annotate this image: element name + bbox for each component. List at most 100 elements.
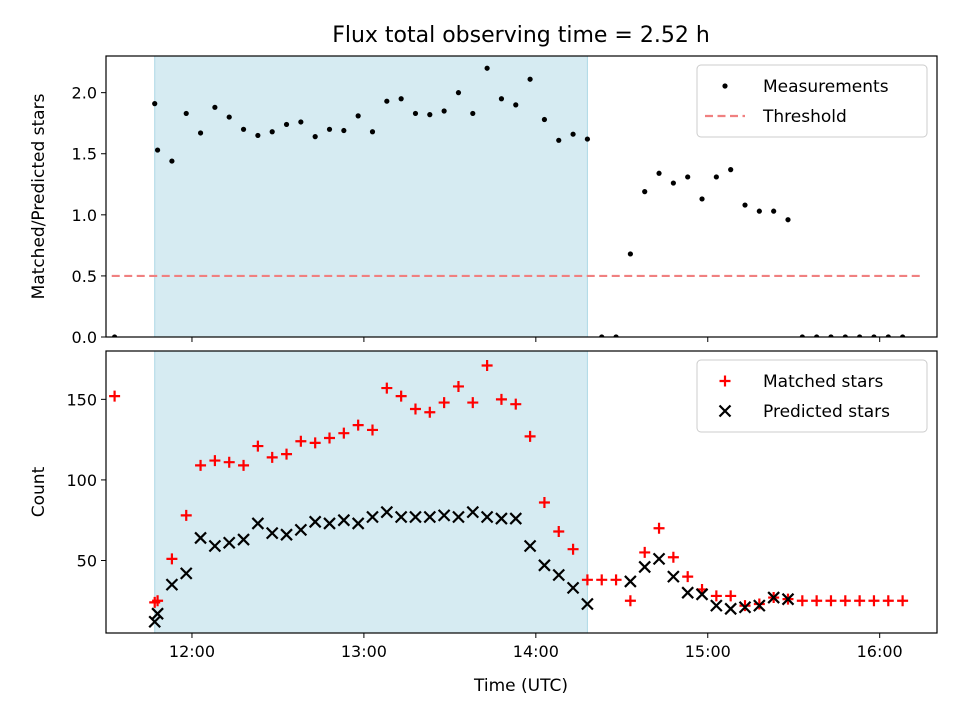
matched-star-point: [352, 419, 364, 431]
matched-star-point: [710, 590, 722, 602]
x-tick-label: 14:00: [513, 642, 559, 661]
measurement-point: [398, 96, 404, 102]
measurement-point: [842, 334, 848, 337]
measurement-point: [498, 96, 505, 102]
measurement-point: [341, 127, 347, 134]
matched-star-point: [897, 595, 909, 607]
matched-star-point: [309, 437, 321, 449]
predicted-star-point: [237, 533, 250, 546]
y-tick-label: 0.5: [72, 267, 97, 286]
matched-star-point: [868, 595, 880, 607]
legend-label: Predicted stars: [763, 402, 890, 422]
predicted-star-point: [351, 517, 365, 530]
predicted-star-point: [151, 607, 164, 620]
matched-star-point: [366, 424, 378, 436]
predicted-star-point: [194, 531, 207, 545]
legend: Matched stars Predicted stars: [696, 359, 928, 433]
y-tick-label: 0.0: [72, 328, 97, 347]
legend-marker: [719, 375, 731, 387]
y-tick-label: 50: [77, 551, 97, 570]
measurement-point: [226, 114, 232, 120]
legend-box: [696, 64, 928, 138]
predicted-star-point: [380, 505, 394, 519]
measurement-point: [255, 132, 261, 139]
measurement-point: [871, 334, 877, 337]
predicted-star-point: [480, 510, 494, 524]
matched-star-point: [467, 397, 479, 409]
matched-star-point: [524, 430, 536, 442]
matched-star-point: [653, 522, 665, 534]
predicted-star-point: [294, 523, 308, 537]
data-layer: [109, 360, 909, 628]
measurement-point: [527, 76, 533, 82]
matched-star-point: [209, 455, 221, 467]
measurement-point: [814, 334, 820, 337]
matched-star-point: [481, 360, 493, 372]
predicted-star-point: [437, 509, 451, 522]
measurement-point: [369, 129, 376, 135]
matched-star-point: [295, 435, 307, 447]
matched-star-point: [324, 432, 336, 444]
predicted-star-point: [148, 615, 161, 628]
predicted-star-point: [738, 600, 752, 614]
measurement-point: [470, 110, 476, 117]
measurement-point: [900, 334, 906, 337]
legend-label: Matched stars: [763, 372, 883, 392]
matched-star-point: [725, 590, 737, 602]
x-tick-label: 13:00: [341, 642, 387, 661]
predicted-star-point: [452, 510, 465, 524]
measurement-point: [713, 174, 719, 180]
measurement-point: [412, 110, 419, 117]
measurement-point: [584, 136, 591, 142]
matched-star-point: [624, 595, 636, 607]
measurement-point: [642, 189, 648, 195]
matched-star-point: [739, 600, 751, 612]
measurement-point: [828, 334, 834, 337]
predicted-star-point: [767, 591, 780, 604]
matched-star-point: [882, 595, 894, 607]
matched-star-point: [854, 595, 866, 607]
legend-label: Measurements: [763, 77, 889, 97]
matched-star-point: [180, 509, 192, 521]
measurement-point: [785, 217, 791, 223]
matched-star-point: [238, 459, 250, 471]
predicted-star-point: [394, 510, 408, 524]
matched-star-point: [811, 595, 823, 607]
measurement-point: [283, 121, 290, 128]
legend-label: Threshold: [762, 107, 847, 127]
predicted-star-point: [781, 592, 795, 606]
y-tick-label: 1.5: [72, 145, 97, 164]
measurement-point: [355, 113, 361, 119]
x-tick-label: 15:00: [685, 642, 731, 661]
matched-star-point: [266, 451, 278, 463]
matched-star-point: [452, 380, 464, 392]
predicted-star-point: [423, 510, 437, 524]
predicted-star-point: [509, 512, 523, 525]
matched-star-point: [596, 574, 608, 586]
matched-star-point: [395, 390, 407, 402]
measurement-point: [556, 137, 562, 143]
axes-frame: [105, 350, 938, 634]
predicted-star-point: [265, 526, 279, 540]
predicted-star-point: [566, 581, 580, 595]
legend-marker: [722, 83, 728, 89]
bottom-panel: 50 100 150 12:00 13:00 14:00 15:00 16:00 Count Ma…: [29, 350, 938, 661]
predicted-star-point: [466, 505, 480, 519]
measurement-point: [656, 170, 662, 176]
measurement-point: [699, 196, 705, 202]
y-tick-label: 2.0: [72, 84, 97, 103]
measurement-point: [441, 108, 447, 114]
matched-star-point: [510, 398, 522, 410]
predicted-star-point: [581, 597, 594, 611]
matched-star-point: [495, 393, 507, 405]
measurement-point: [627, 251, 633, 257]
predicted-star-point: [308, 515, 322, 529]
measurement-point: [427, 112, 433, 118]
x-tick-label: 16:00: [857, 642, 903, 661]
y-tick-label: 150: [66, 390, 97, 409]
measurement-point: [771, 208, 777, 214]
measurement-point: [570, 131, 576, 137]
measurement-point: [183, 110, 189, 117]
matched-star-point: [223, 456, 235, 468]
measurement-point: [599, 334, 605, 337]
